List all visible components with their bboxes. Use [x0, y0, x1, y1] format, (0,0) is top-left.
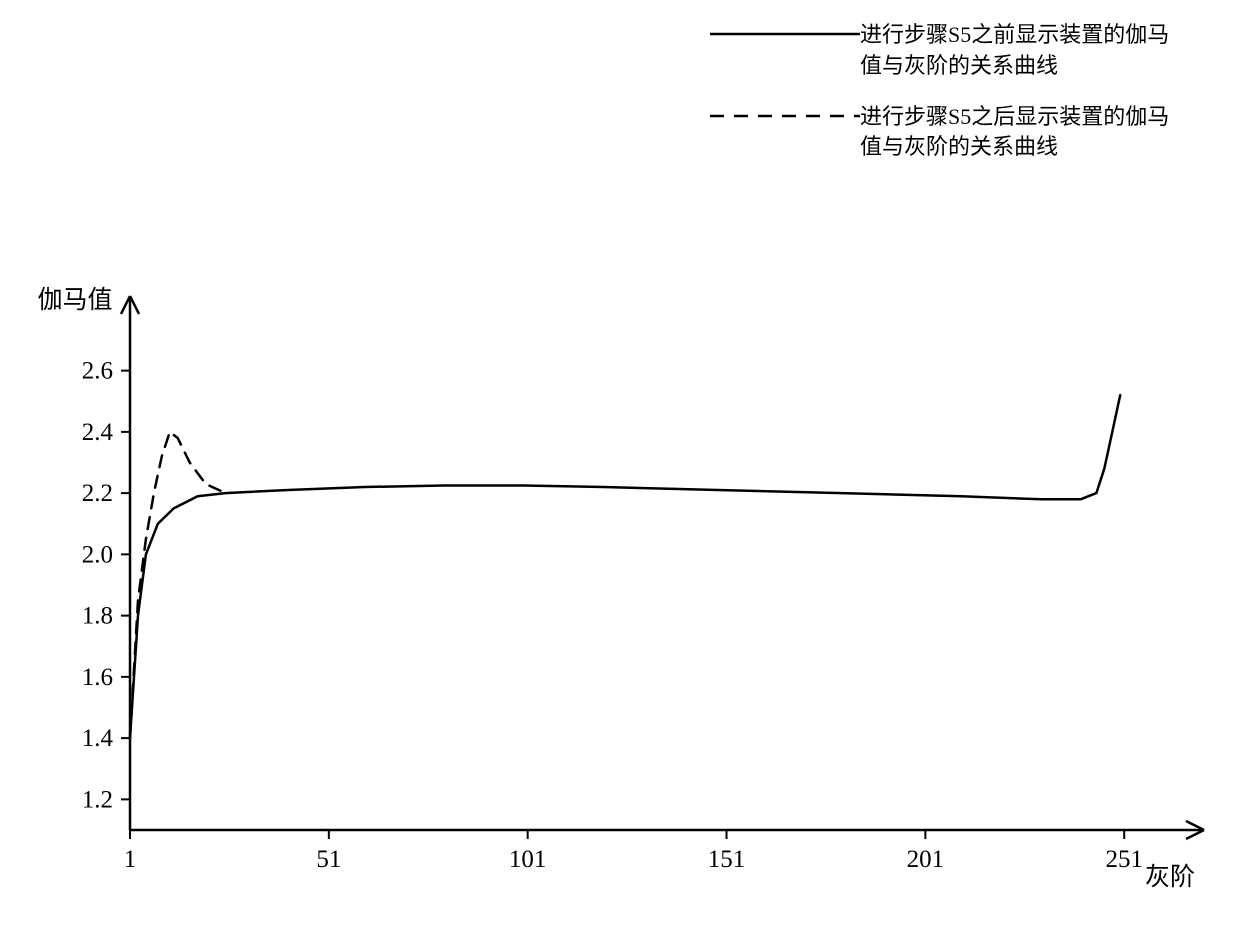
svg-text:2.0: 2.0 — [82, 541, 113, 568]
svg-text:1: 1 — [124, 846, 137, 873]
svg-text:1.8: 1.8 — [82, 603, 113, 630]
legend-label-after: 进行步骤S5之后显示装置的伽马值与灰阶的关系曲线 — [860, 102, 1180, 164]
svg-text:51: 51 — [316, 846, 341, 873]
svg-text:2.2: 2.2 — [82, 480, 113, 507]
legend: 进行步骤S5之前显示装置的伽马值与灰阶的关系曲线 进行步骤S5之后显示装置的伽马… — [710, 20, 1180, 183]
legend-swatch-dashed — [710, 102, 860, 130]
svg-text:伽马值: 伽马值 — [37, 286, 112, 314]
svg-text:101: 101 — [509, 846, 547, 873]
svg-text:1.6: 1.6 — [82, 664, 113, 691]
svg-text:2.6: 2.6 — [82, 358, 113, 385]
svg-text:151: 151 — [708, 846, 746, 873]
svg-text:2.4: 2.4 — [82, 419, 114, 446]
legend-swatch-solid — [710, 20, 860, 48]
gamma-grayscale-chart: 1.21.41.61.82.02.22.42.6151101151201251伽… — [0, 280, 1240, 900]
svg-text:灰阶: 灰阶 — [1145, 863, 1195, 891]
svg-text:1.2: 1.2 — [82, 786, 113, 813]
legend-label-before: 进行步骤S5之前显示装置的伽马值与灰阶的关系曲线 — [860, 20, 1180, 82]
svg-text:201: 201 — [907, 846, 945, 873]
svg-text:1.4: 1.4 — [82, 725, 114, 752]
svg-text:251: 251 — [1105, 846, 1143, 873]
legend-item-before: 进行步骤S5之前显示装置的伽马值与灰阶的关系曲线 — [710, 20, 1180, 82]
legend-item-after: 进行步骤S5之后显示装置的伽马值与灰阶的关系曲线 — [710, 102, 1180, 164]
